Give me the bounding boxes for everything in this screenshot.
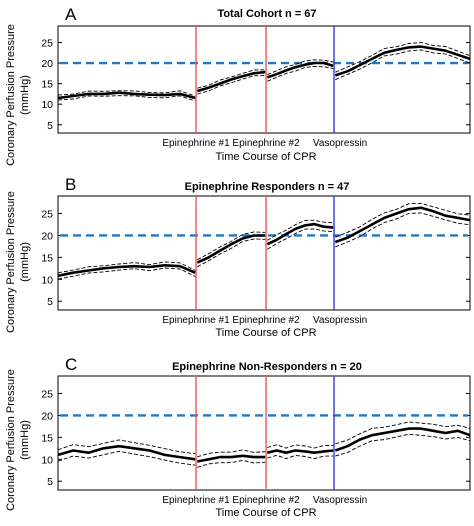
plot-frame xyxy=(57,25,471,134)
ci-upper-line xyxy=(267,219,334,241)
panel-b-ylabel-line2: (mmHg) xyxy=(19,242,31,282)
panel-c-letter: C xyxy=(65,355,77,374)
ci-lower-line xyxy=(267,454,334,460)
ci-upper-line xyxy=(57,439,196,455)
y-tick-label: 25 xyxy=(41,389,53,401)
panel-a-ylabel: Coronary Perfusion Pressure (mmHg) xyxy=(5,24,31,166)
panel-a-ylabel-line1: Coronary Perfusion Pressure xyxy=(5,24,17,166)
ci-upper-line xyxy=(335,202,471,238)
epinephrine-label: Epinephrine #2 xyxy=(232,495,300,506)
y-tick-label: 5 xyxy=(47,296,53,308)
panel-b-xlabel: Time Course of CPR xyxy=(215,327,316,339)
ci-lower-line xyxy=(197,238,266,268)
mean-line xyxy=(334,206,471,244)
y-tick-label: 20 xyxy=(41,58,53,70)
panel-a-plot: 5 10 15 20 25 Epinephrine #1 Epinephrine #2 Vas… xyxy=(41,25,471,149)
mean-line xyxy=(334,45,471,77)
mean-line xyxy=(57,264,196,278)
ci-lower-line xyxy=(197,459,266,468)
y-tick-label: 10 xyxy=(41,99,53,111)
y-tick-label: 20 xyxy=(41,230,53,242)
panel-c-ylabel-line2: (mmHg) xyxy=(19,420,31,460)
ci-lower-line xyxy=(57,450,196,466)
mean-line xyxy=(334,427,471,452)
panel-a-letter: A xyxy=(65,5,77,24)
mean-line xyxy=(266,222,334,246)
panel-b-title: Epinephrine Responders n = 47 xyxy=(185,181,350,193)
ci-upper-line xyxy=(335,421,471,445)
y-tick-label: 5 xyxy=(47,476,53,488)
mean-line xyxy=(196,70,266,93)
ci-lower-line xyxy=(57,95,196,102)
epinephrine-label: Epinephrine #1 xyxy=(162,138,230,149)
epinephrine-label: Epinephrine #1 xyxy=(162,315,230,326)
ci-upper-line xyxy=(267,444,334,449)
y-tick-label: 25 xyxy=(41,209,53,221)
ci-lower-line xyxy=(267,65,334,82)
ci-upper-line xyxy=(57,261,196,274)
plot-frame xyxy=(57,375,471,491)
epinephrine-label: Epinephrine #2 xyxy=(232,138,300,149)
mean-line xyxy=(57,91,196,100)
plot-frame xyxy=(57,195,471,311)
ci-lower-line xyxy=(335,49,471,81)
y-tick-label: 15 xyxy=(41,252,53,264)
y-tick-label: 10 xyxy=(41,454,53,466)
panel-c-title: Epinephrine Non-Responders n = 20 xyxy=(172,361,362,373)
vasopressin-label: Vasopressin xyxy=(313,315,367,326)
y-tick-label: 5 xyxy=(47,120,53,132)
panel-a-xlabel: Time Course of CPR xyxy=(215,151,316,163)
panel-b-ylabel: Coronary Perfusion Pressure (mmHg) xyxy=(5,191,31,333)
ci-lower-line xyxy=(267,228,334,250)
y-tick-label: 15 xyxy=(41,79,53,91)
ci-lower-line xyxy=(335,433,471,457)
y-tick-label: 15 xyxy=(41,432,53,444)
panel-a-ylabel-line2: (mmHg) xyxy=(19,75,31,115)
panel-c-plot: 5 10 15 20 25 Epinephrine #1 Epinephrine #2 Vas… xyxy=(41,375,471,506)
vasopressin-label: Vasopressin xyxy=(313,138,367,149)
panel-b-plot: 5 10 15 20 25 Epinephrine #1 Epinephrine #2 Vas… xyxy=(41,195,471,326)
panel-b-letter: B xyxy=(65,175,76,194)
ci-lower-line xyxy=(335,212,471,248)
mean-line xyxy=(266,61,334,79)
ci-upper-line xyxy=(267,59,334,76)
panel-c-ylabel: Coronary Perfusion Pressure (mmHg) xyxy=(5,369,31,511)
vasopressin-label: Vasopressin xyxy=(313,495,367,506)
mean-line xyxy=(267,449,334,454)
ci-upper-line xyxy=(197,231,266,261)
epinephrine-label: Epinephrine #2 xyxy=(232,315,300,326)
panel-c-ylabel-line1: Coronary Perfusion Pressure xyxy=(5,369,17,511)
y-tick-label: 20 xyxy=(41,410,53,422)
mean-line xyxy=(197,454,266,463)
panel-b-ylabel-line1: Coronary Perfusion Pressure xyxy=(5,191,17,333)
epinephrine-label: Epinephrine #1 xyxy=(162,495,230,506)
y-tick-label: 25 xyxy=(41,37,53,49)
ci-upper-line xyxy=(57,90,196,97)
panel-c-xlabel: Time Course of CPR xyxy=(215,507,316,519)
ci-lower-line xyxy=(57,267,196,280)
ci-upper-line xyxy=(197,449,266,458)
mean-line xyxy=(196,234,266,264)
ci-upper-line xyxy=(335,42,471,73)
panel-a-title: Total Cohort n = 67 xyxy=(217,8,316,20)
y-tick-label: 10 xyxy=(41,274,53,286)
mean-line xyxy=(57,444,196,461)
